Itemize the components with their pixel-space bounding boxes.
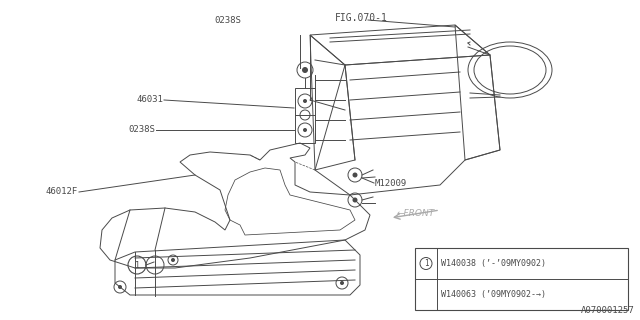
Text: 1: 1 bbox=[424, 260, 428, 268]
Circle shape bbox=[171, 258, 175, 262]
Circle shape bbox=[302, 67, 308, 73]
Text: 1: 1 bbox=[134, 261, 140, 270]
Text: 0238S: 0238S bbox=[128, 125, 155, 134]
Circle shape bbox=[303, 128, 307, 132]
Circle shape bbox=[340, 281, 344, 285]
Circle shape bbox=[353, 197, 358, 203]
Bar bbox=[295, 88, 315, 143]
Text: W140063 (’09MY0902-→): W140063 (’09MY0902-→) bbox=[441, 290, 546, 299]
Text: A070001257: A070001257 bbox=[581, 306, 635, 315]
Text: 0238S: 0238S bbox=[214, 16, 241, 25]
Bar bbox=[415, 248, 628, 310]
Text: FIG.070-1: FIG.070-1 bbox=[335, 13, 388, 23]
Text: ←FRONT: ←FRONT bbox=[397, 209, 435, 218]
Text: W140038 (’-’09MY0902): W140038 (’-’09MY0902) bbox=[441, 259, 546, 268]
Text: 46031: 46031 bbox=[136, 95, 163, 105]
Text: M12009: M12009 bbox=[375, 179, 407, 188]
Text: 46012F: 46012F bbox=[45, 188, 78, 196]
Circle shape bbox=[353, 172, 358, 178]
Circle shape bbox=[303, 99, 307, 103]
Circle shape bbox=[118, 285, 122, 289]
